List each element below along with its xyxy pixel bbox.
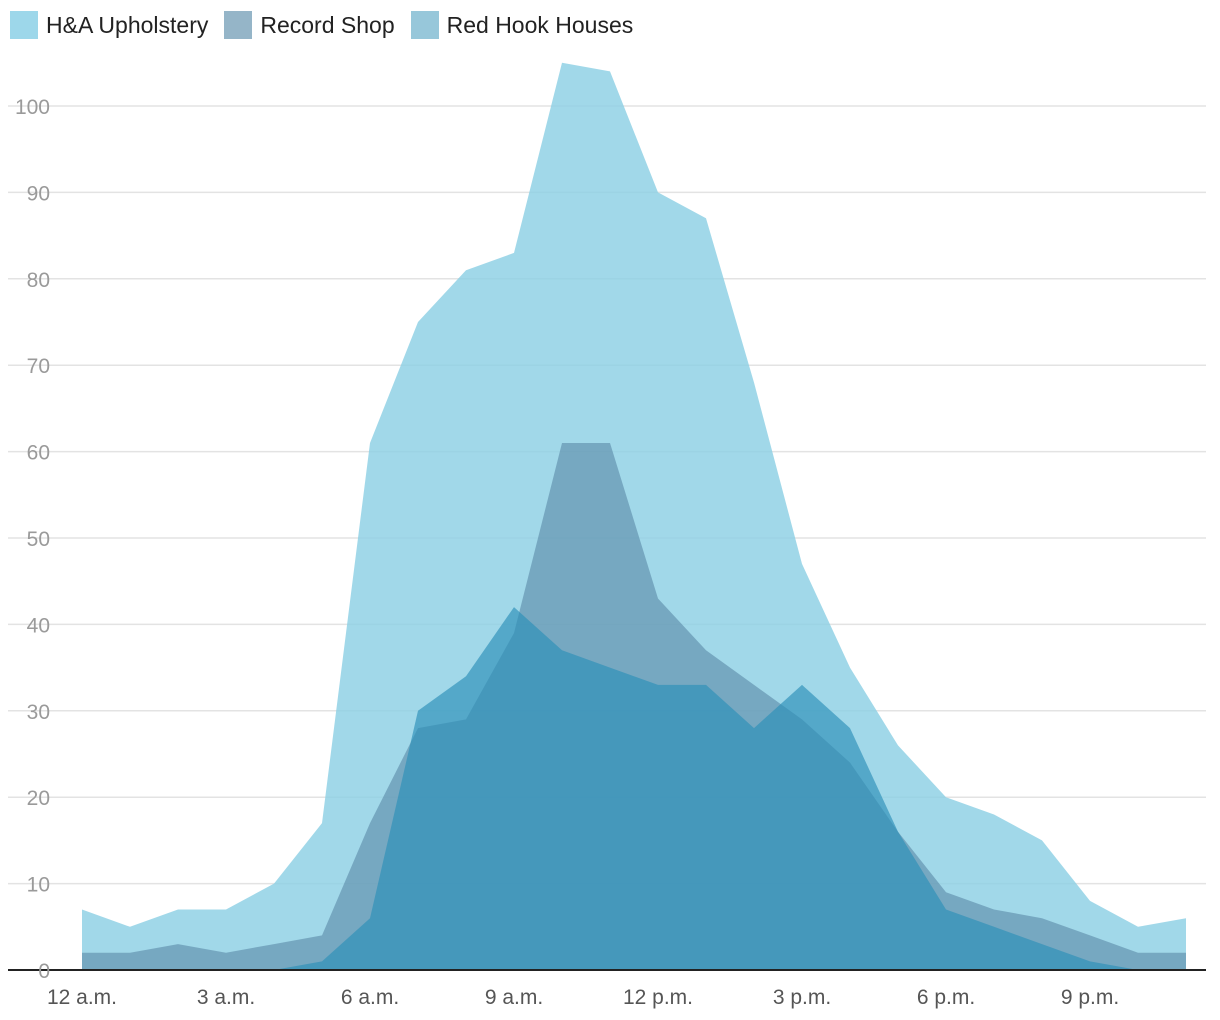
y-tick-label: 90: [27, 182, 50, 205]
legend-item-ha-upholstery[interactable]: H&A Upholstery: [10, 11, 208, 39]
y-tick-label: 20: [27, 787, 50, 810]
legend-label-red-hook-houses: Red Hook Houses: [446, 11, 634, 38]
x-tick-label: 9 p.m.: [1061, 986, 1119, 1009]
y-axis-ticks: 0 10 20 30 40 50 60 70 80 90 100: [15, 96, 50, 983]
legend-item-red-hook-houses[interactable]: Red Hook Houses: [410, 11, 634, 39]
legend-swatch-record-shop: [224, 11, 253, 39]
y-tick-label: 70: [27, 355, 50, 378]
x-tick-label: 12 a.m.: [47, 986, 117, 1009]
legend-label-ha-upholstery: H&A Upholstery: [46, 11, 209, 38]
x-axis-ticks: 12 a.m. 3 a.m. 6 a.m. 9 a.m. 12 p.m. 3 p.m. 6 …: [47, 986, 1119, 1009]
legend-label-record-shop: Record Shop: [260, 11, 395, 38]
y-tick-label: 60: [27, 442, 50, 465]
legend-swatch-ha-upholstery: [10, 11, 38, 39]
x-tick-label: 3 a.m.: [197, 986, 255, 1009]
x-tick-label: 6 p.m.: [917, 986, 975, 1009]
series-areas: [82, 62, 1186, 971]
area-series-h-a-upholstery[interactable]: [82, 62, 1186, 971]
y-tick-label: 10: [27, 874, 50, 897]
y-tick-label: 100: [15, 96, 50, 119]
legend-item-record-shop[interactable]: Record Shop: [224, 11, 395, 39]
y-tick-label: 50: [27, 528, 50, 551]
chart-legend: H&A Upholstery Record Shop Red Hook Hous…: [10, 10, 649, 40]
x-tick-label: 9 a.m.: [485, 986, 543, 1009]
y-tick-label: 80: [27, 269, 50, 292]
x-tick-label: 6 a.m.: [341, 986, 399, 1009]
x-tick-label: 12 p.m.: [623, 986, 693, 1009]
legend-swatch-red-hook-houses: [410, 11, 439, 39]
area-series-red-hook-houses[interactable]: [82, 607, 1186, 970]
y-tick-label: 0: [38, 960, 50, 983]
y-tick-label: 30: [27, 701, 50, 724]
x-tick-label: 3 p.m.: [773, 986, 831, 1009]
y-tick-label: 40: [27, 614, 50, 637]
